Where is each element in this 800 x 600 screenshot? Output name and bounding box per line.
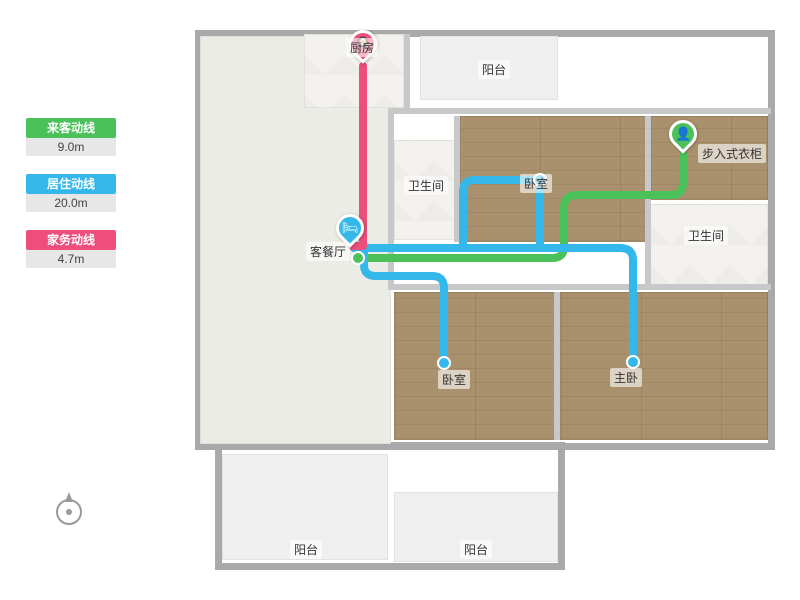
wall-bath-divider [454, 116, 460, 242]
label-living: 客餐厅 [306, 242, 350, 261]
legend-housework-value: 4.7m [26, 250, 116, 268]
label-balcony3: 阳台 [460, 540, 492, 559]
room-bed2 [394, 292, 556, 440]
wall-living-right [388, 108, 394, 290]
label-bed2: 卧室 [438, 370, 470, 389]
compass-icon [50, 490, 88, 528]
label-kitchen: 厨房 [346, 38, 378, 57]
label-bath2: 卫生间 [684, 226, 728, 245]
legend-guest-label: 来客动线 [26, 118, 116, 138]
legend-living-value: 20.0m [26, 194, 116, 212]
person-icon: 👤 [675, 126, 691, 142]
wall-closet-divider [645, 116, 651, 288]
label-master: 主卧 [610, 368, 642, 387]
legend: 来客动线 9.0m 居住动线 20.0m 家务动线 4.7m [26, 118, 116, 286]
wall-corridor-top [391, 108, 771, 114]
legend-living: 居住动线 20.0m [26, 174, 116, 212]
label-bed1: 卧室 [520, 174, 552, 193]
label-balcony1: 阳台 [478, 60, 510, 79]
room-bath2 [650, 204, 768, 290]
legend-housework-label: 家务动线 [26, 230, 116, 250]
label-balcony2: 阳台 [290, 540, 322, 559]
legend-guest: 来客动线 9.0m [26, 118, 116, 156]
legend-living-label: 居住动线 [26, 174, 116, 194]
wall-corridor-bottom [391, 284, 771, 290]
legend-housework: 家务动线 4.7m [26, 230, 116, 268]
wall-kitchen-right [404, 34, 410, 108]
marker-closet: 👤 [669, 120, 697, 156]
wall-bed-divider [554, 292, 560, 440]
label-closet: 步入式衣柜 [698, 144, 766, 163]
room-master [560, 292, 768, 440]
room-bed1 [459, 116, 647, 242]
label-bath1: 卫生间 [404, 176, 448, 195]
legend-guest-value: 9.0m [26, 138, 116, 156]
bed-icon: 🛏 [342, 220, 359, 236]
